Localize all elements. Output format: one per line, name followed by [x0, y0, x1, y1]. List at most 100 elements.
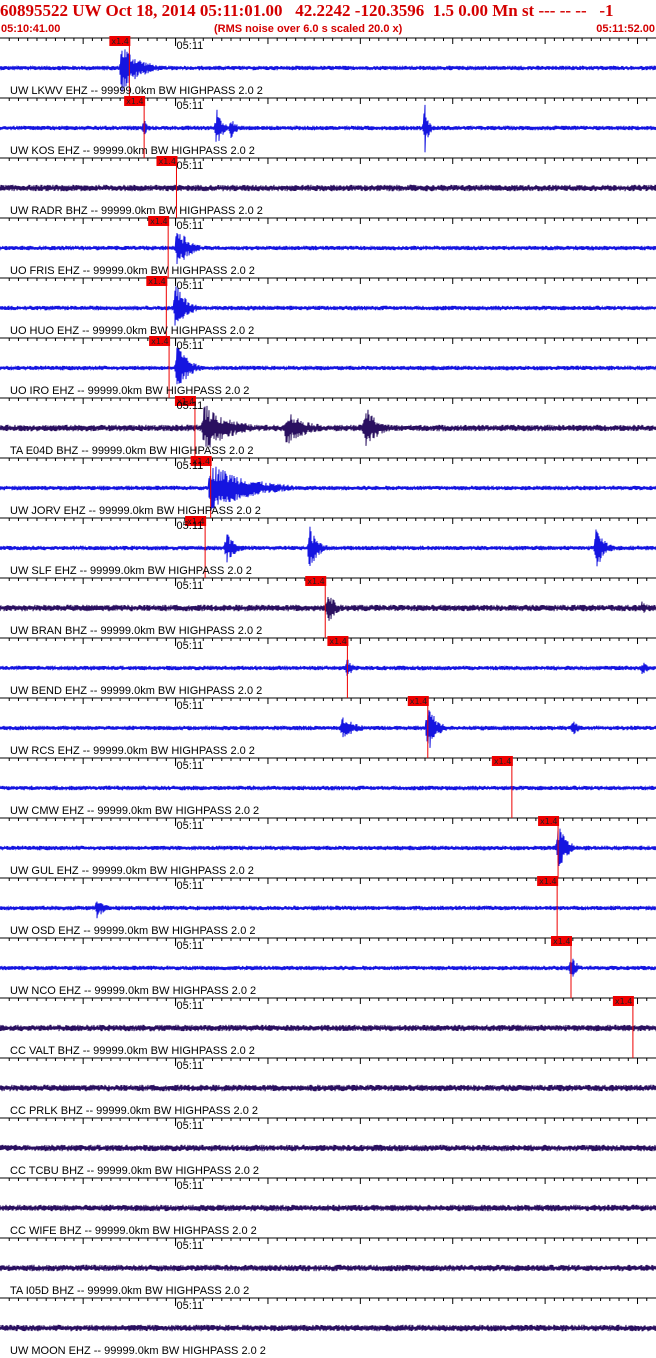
- minute-mark-label: 05:11: [177, 940, 204, 952]
- pick-flag-label: x1.4: [151, 337, 168, 346]
- waveform-trace: [0, 405, 656, 448]
- minute-mark-label: 05:11: [177, 1060, 204, 1072]
- pick-flag: [185, 516, 207, 526]
- pick-flag: [174, 396, 196, 406]
- waveform-trace: [0, 232, 656, 265]
- minute-mark-label: 05:11: [177, 1300, 204, 1312]
- pick-flag: [550, 936, 572, 946]
- pick-flag: [124, 96, 146, 106]
- station-label: UW BRAN BHZ -- 99999.0km BW HIGHPASS 2.0…: [10, 625, 262, 637]
- station-label: UO HUO EHZ -- 99999.0km BW HIGHPASS 2.0 …: [10, 325, 254, 337]
- grid-layer: [0, 37, 656, 1306]
- minute-mark-label: 05:11: [177, 1180, 204, 1192]
- pick-flag: [190, 456, 212, 466]
- waveform-trace: [0, 828, 656, 867]
- minute-mark-label: 05:11: [177, 820, 204, 832]
- station-label: UW RCS EHZ -- 99999.0km BW HIGHPASS 2.0 …: [10, 745, 255, 757]
- minute-mark-label: 05:11: [177, 280, 204, 292]
- waveform-trace: [0, 1024, 656, 1032]
- pick-flag: [537, 876, 559, 886]
- pick-flag-label: x1.4: [193, 457, 210, 466]
- station-label: UW MOON EHZ -- 99999.0km BW HIGHPASS 2.0…: [10, 1345, 266, 1357]
- pick-flag-label: x1.4: [150, 217, 167, 226]
- pick-layer: x1.4 x1.4 x1.4 x1.4 x1.4 x1.4 x1.4 x1.4 x1.4 x1.4…: [109, 36, 634, 1058]
- minute-mark-label: 05:11: [177, 160, 204, 172]
- waveform-trace: [0, 1144, 656, 1152]
- station-label: CC TCBU BHZ -- 99999.0km BW HIGHPASS 2.0…: [10, 1165, 259, 1177]
- station-label: CC VALT BHZ -- 99999.0km BW HIGHPASS 2.0…: [10, 1045, 255, 1057]
- minute-mark-label: 05:11: [177, 400, 204, 412]
- waveform-trace: [0, 104, 656, 153]
- waveform-trace: [0, 1324, 656, 1332]
- station-label: UO FRIS EHZ -- 99999.0km BW HIGHPASS 2.0…: [10, 265, 255, 277]
- minute-mark-label: 05:11: [177, 700, 204, 712]
- noise-scaling-note: (RMS noise over 6.0 s scaled 20.0 x): [214, 23, 403, 35]
- station-label: UW RADR BHZ -- 99999.0km BW HIGHPASS 2.0…: [10, 205, 263, 217]
- end-time-label: 05:11:52.00: [596, 23, 655, 35]
- pick-flag: [156, 156, 178, 166]
- pick-flag: [149, 336, 171, 346]
- pick-flag-label: x1.4: [177, 397, 194, 406]
- station-label: UW SLF EHZ -- 99999.0km BW HIGHPASS 2.0 …: [10, 565, 252, 577]
- station-label: UW CMW EHZ -- 99999.0km BW HIGHPASS 2.0 …: [10, 805, 259, 817]
- pick-flag-label: x1.4: [158, 157, 175, 166]
- station-label: UW LKWV EHZ -- 99999.0km BW HIGHPASS 2.0…: [10, 85, 263, 97]
- station-label: TA I05D BHZ -- 99999.0km BW HIGHPASS 2.0…: [10, 1285, 249, 1297]
- station-label: UW BEND EHZ -- 99999.0km BW HIGHPASS 2.0…: [10, 685, 262, 697]
- waveform-trace: [0, 901, 656, 919]
- waveform-trace: [0, 958, 656, 977]
- minute-mark-label: 05:11: [177, 520, 204, 532]
- pick-flag-label: x1.4: [126, 97, 143, 106]
- minute-mark-label: 05:11: [177, 580, 204, 592]
- station-label: UW KOS EHZ -- 99999.0km BW HIGHPASS 2.0 …: [10, 145, 255, 157]
- pick-flag: [491, 756, 513, 766]
- waveform-trace: [0, 596, 656, 621]
- minute-mark-label: 05:11: [177, 100, 204, 112]
- minute-mark-label: 05:11: [177, 880, 204, 892]
- waveform-trace: [0, 659, 656, 676]
- event-header-title: 60895522 UW Oct 18, 2014 05:11:01.00 42.…: [0, 1, 614, 20]
- trace-layer: [0, 49, 656, 1332]
- pick-flag-label: x1.4: [410, 697, 427, 706]
- pick-flag-label: x1.4: [540, 817, 557, 826]
- waveform-trace: [0, 184, 656, 192]
- minute-mark-label: 05:11: [177, 40, 204, 52]
- pick-flag-label: x1.4: [148, 277, 165, 286]
- pick-flag: [305, 576, 327, 586]
- waveform-trace: [0, 286, 656, 326]
- waveform-trace: [0, 347, 656, 385]
- pick-flag-label: x1.4: [329, 637, 346, 646]
- station-label: UW NCO EHZ -- 99999.0km BW HIGHPASS 2.0 …: [10, 985, 256, 997]
- waveform-trace: [0, 784, 656, 792]
- minute-mark-label: 05:11: [177, 1000, 204, 1012]
- waveform-trace: [0, 1204, 656, 1212]
- station-label: CC WIFE BHZ -- 99999.0km BW HIGHPASS 2.0…: [10, 1225, 257, 1237]
- pick-flag-label: x1.4: [539, 877, 556, 886]
- minute-mark-label: 05:11: [177, 640, 204, 652]
- station-label: UW JORV EHZ -- 99999.0km BW HIGHPASS 2.0…: [10, 505, 261, 517]
- minute-mark-label: 05:11: [177, 220, 204, 232]
- waveform-trace: [0, 1264, 656, 1272]
- station-label: CC PRLK BHZ -- 99999.0km BW HIGHPASS 2.0…: [10, 1105, 258, 1117]
- station-label: UW OSD EHZ -- 99999.0km BW HIGHPASS 2.0 …: [10, 925, 256, 937]
- minute-mark-label: 05:11: [177, 460, 204, 472]
- start-time-label: 05:10:41.00: [1, 23, 61, 35]
- pick-flag: [148, 216, 170, 226]
- pick-flag-label: x1.4: [111, 37, 128, 46]
- pick-flag: [612, 996, 634, 1006]
- pick-flag-label: x1.4: [494, 757, 511, 766]
- pick-flag-label: x1.4: [553, 937, 570, 946]
- station-label: UO IRO EHZ -- 99999.0km BW HIGHPASS 2.0 …: [10, 385, 249, 397]
- label-layer: 05:11 UW LKWV EHZ -- 99999.0km BW HIGHPAS…: [10, 40, 266, 1357]
- pick-flag: [407, 696, 429, 706]
- pick-flag-label: x1.4: [307, 577, 324, 586]
- pick-flag: [327, 636, 349, 646]
- minute-mark-label: 05:11: [177, 340, 204, 352]
- pick-flag-label: x1.4: [615, 997, 632, 1006]
- pick-flag: [146, 276, 168, 286]
- waveform-trace: [0, 710, 656, 748]
- pick-flag: [538, 816, 560, 826]
- minute-mark-label: 05:11: [177, 760, 204, 772]
- minute-mark-label: 05:11: [177, 1240, 204, 1252]
